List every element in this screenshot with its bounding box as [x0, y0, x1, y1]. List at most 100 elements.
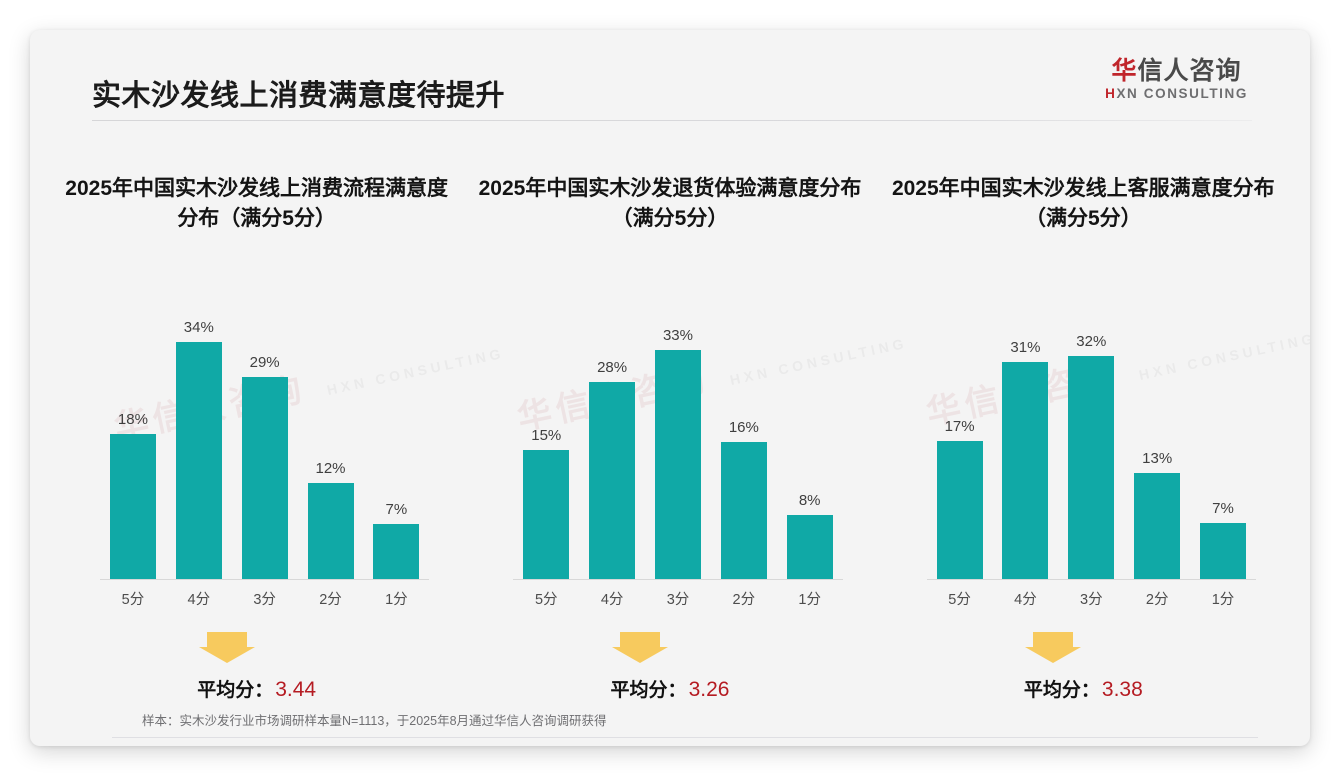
- average-label: 平均分：: [1023, 680, 1100, 701]
- average-score-2: 平均分：3.26: [463, 675, 876, 702]
- bar-value-label: 34%: [183, 319, 214, 336]
- bar-slot: 15%: [513, 300, 579, 579]
- bar: [1002, 362, 1049, 579]
- bar-slot: 18%: [100, 300, 166, 579]
- bar-slot: 7%: [1190, 300, 1256, 579]
- logo-chinese-text: 华信人咨询: [1105, 57, 1248, 85]
- bar-slot: 16%: [711, 300, 777, 579]
- bar-group-1: 18% 34% 29% 12%: [100, 300, 429, 579]
- bar-group-3: 17% 31% 32% 13%: [927, 300, 1256, 579]
- bar-value-label: 18%: [117, 411, 148, 428]
- bar-value-label: 15%: [531, 427, 562, 444]
- bar: [1200, 523, 1247, 579]
- bar-value-label: 31%: [1010, 339, 1041, 356]
- bar-value-label: 16%: [728, 419, 759, 436]
- bar-value-label: 8%: [798, 492, 821, 509]
- header-divider: [92, 120, 1252, 121]
- plot-area-2: 15% 28% 33% 16%: [513, 300, 843, 580]
- logo-english-text: HXN CONSULTING: [1105, 85, 1248, 103]
- x-tick-label: 5分: [534, 592, 558, 608]
- logo-en-initial: H: [1105, 86, 1117, 101]
- x-axis-labels-1: 5分 4分 3分 2分 1分: [100, 588, 429, 609]
- bar: [523, 450, 570, 579]
- bar: [654, 350, 701, 579]
- x-tick-label: 2分: [732, 592, 756, 608]
- bar: [1068, 356, 1115, 579]
- logo-char-hua: 华: [1111, 57, 1138, 85]
- average-label: 平均分：: [610, 680, 687, 701]
- x-tick-label: 2分: [319, 592, 342, 608]
- bar-slot: 13%: [1124, 300, 1190, 579]
- plot-area-3: 17% 31% 32% 13%: [926, 300, 1256, 580]
- down-arrow-icon: [611, 630, 668, 664]
- company-logo: 华信人咨询 HXN CONSULTING: [1105, 57, 1248, 103]
- chart-title-2: 2025年中国实木沙发退货体验满意度分布（满分5分）: [478, 177, 862, 230]
- x-tick-label: 3分: [666, 592, 690, 608]
- bar-slot: 32%: [1058, 300, 1124, 579]
- bar-value-label: 29%: [249, 354, 280, 371]
- bar: [1134, 473, 1181, 579]
- x-tick-label: 4分: [600, 592, 624, 608]
- bar-slot: 12%: [298, 300, 364, 579]
- x-axis-line: [926, 579, 1256, 580]
- bar: [307, 483, 354, 579]
- chart-panel-1: 2025年中国实木沙发线上消费流程满意度分布（满分5分） 华信人咨询 HXN C…: [50, 150, 505, 701]
- x-tick-label: 4分: [187, 592, 211, 608]
- bar-value-label: 17%: [944, 418, 975, 435]
- x-axis-labels-2: 5分 4分 3分 2分 1分: [513, 588, 842, 609]
- charts-container: 2025年中国实木沙发线上消费流程满意度分布（满分5分） 华信人咨询 HXN C…: [50, 150, 1310, 701]
- chart-title-3: 2025年中国实木沙发线上客服满意度分布（满分5分）: [891, 177, 1275, 230]
- bar: [175, 342, 222, 579]
- logo-en-rest: XN CONSULTING: [1116, 86, 1248, 101]
- x-axis-line: [513, 579, 843, 580]
- x-tick-label: 5分: [948, 592, 971, 608]
- footer-divider: [112, 737, 1258, 738]
- average-score-1: 平均分：3.44: [50, 675, 463, 702]
- average-value: 3.44: [275, 678, 317, 701]
- bar-value-label: 7%: [1212, 500, 1234, 517]
- average-value: 3.26: [688, 678, 730, 701]
- bar-slot: 28%: [579, 300, 645, 579]
- down-arrow-icon: [1025, 630, 1082, 664]
- bar-value-label: 13%: [1142, 450, 1173, 467]
- slide-card: 实木沙发线上消费满意度待提升 华信人咨询 HXN CONSULTING 2025…: [30, 30, 1310, 746]
- bar: [720, 442, 767, 579]
- average-value: 3.38: [1101, 678, 1143, 701]
- plot-area-1: 18% 34% 29% 12%: [100, 300, 430, 580]
- bar-slot: 8%: [777, 300, 843, 579]
- x-tick-label: 1分: [385, 592, 408, 608]
- x-tick-label: 1分: [798, 592, 821, 608]
- chart-title-1: 2025年中国实木沙发线上消费流程满意度分布（满分5分）: [65, 177, 449, 230]
- down-arrow-icon: [198, 630, 255, 664]
- bar-value-label: 33%: [662, 327, 693, 344]
- bar-slot: 34%: [166, 300, 232, 579]
- bar-group-2: 15% 28% 33% 16%: [513, 300, 842, 579]
- bar: [786, 515, 833, 579]
- logo-chinese-rest: 信人咨询: [1137, 57, 1242, 85]
- slide-header: 实木沙发线上消费满意度待提升 华信人咨询 HXN CONSULTING: [30, 30, 1310, 122]
- bar-value-label: 7%: [385, 501, 408, 518]
- x-axis-labels-3: 5分 4分 3分 2分 1分: [927, 588, 1256, 609]
- x-axis-line: [100, 579, 430, 580]
- bar: [109, 434, 156, 579]
- bar: [373, 524, 420, 579]
- bar-value-label: 28%: [597, 359, 628, 376]
- bar: [936, 441, 983, 579]
- x-tick-label: 2分: [1145, 592, 1169, 608]
- average-score-3: 平均分：3.38: [877, 675, 1290, 702]
- x-tick-label: 5分: [121, 592, 145, 608]
- average-label: 平均分：: [197, 680, 274, 701]
- bar-slot: 17%: [927, 300, 993, 579]
- bar-value-label: 12%: [315, 460, 346, 477]
- x-tick-label: 1分: [1211, 592, 1235, 608]
- chart-panel-2: 2025年中国实木沙发退货体验满意度分布（满分5分） 华信人咨询 HXN CON…: [463, 150, 909, 701]
- sample-footnote: 样本：实木沙发行业市场调研样本量N=1113，于2025年8月通过华信人咨询调研…: [142, 714, 607, 728]
- bar-slot: 33%: [645, 300, 711, 579]
- bar: [241, 377, 288, 579]
- bar-slot: 7%: [363, 300, 429, 579]
- x-tick-label: 3分: [1080, 592, 1103, 608]
- bar-slot: 29%: [232, 300, 298, 579]
- bar: [589, 382, 636, 579]
- bar-slot: 31%: [993, 300, 1059, 579]
- bar-value-label: 32%: [1076, 333, 1107, 350]
